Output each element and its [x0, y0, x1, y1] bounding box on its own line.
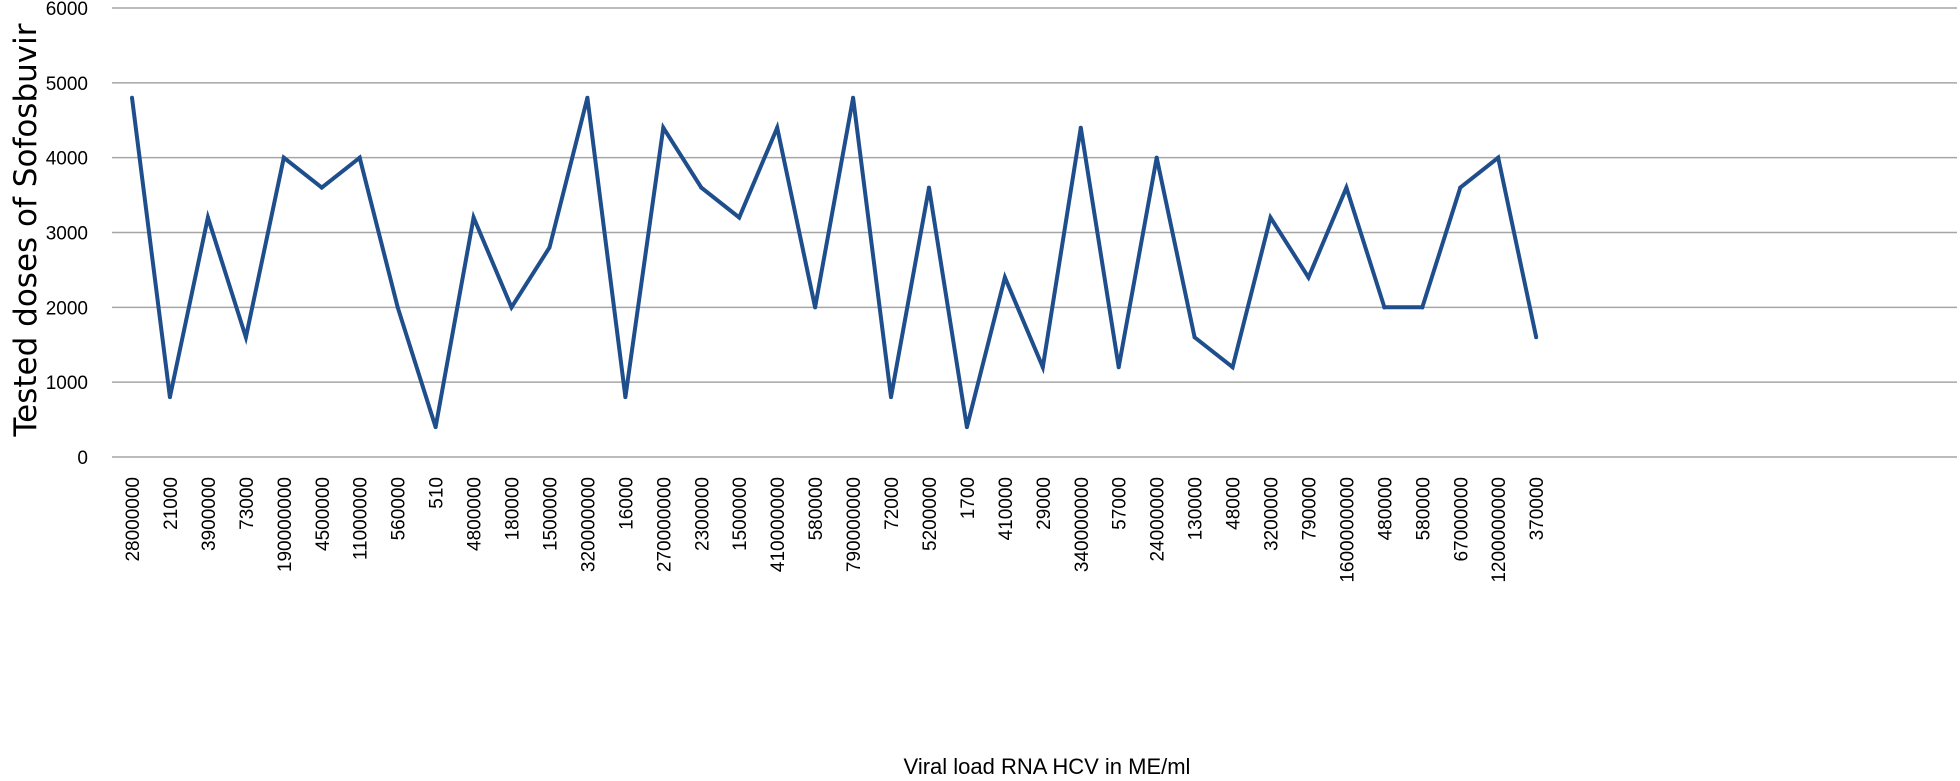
x-tick-label: 2300000 [692, 477, 713, 551]
data-point [1306, 275, 1311, 280]
x-tick-label: 16000 [616, 477, 637, 530]
data-point [357, 155, 362, 160]
x-tick-label: 3900000 [199, 477, 220, 551]
data-point [1230, 365, 1235, 370]
x-tick-label: 580000 [806, 477, 827, 540]
series-line [130, 97, 1539, 428]
x-tick-label: 1600000000 [1337, 477, 1358, 583]
x-tick-label: 320000000 [578, 477, 599, 572]
y-tick-label: 2000 [46, 298, 88, 319]
x-tick-label: 270000000 [654, 477, 675, 572]
data-point [889, 395, 893, 400]
y-tick-label: 6000 [46, 0, 88, 20]
x-tick-label: 340000000 [1072, 477, 1093, 572]
x-tick-label: 370000 [1527, 477, 1548, 540]
x-tick-label: 790000 [1299, 477, 1320, 540]
x-tick-label: 410000000 [768, 477, 789, 572]
data-point [851, 95, 856, 100]
data-point [926, 185, 931, 190]
x-tick-label: 73000 [237, 477, 258, 530]
data-point [1268, 215, 1273, 220]
data-point [964, 425, 969, 430]
data-point [1534, 335, 1539, 340]
data-point [471, 215, 476, 220]
data-point [1344, 185, 1349, 190]
x-tick-label: 67000000 [1451, 477, 1472, 562]
x-tick-label: 72000 [882, 477, 903, 530]
x-tick-label: 5200000 [920, 477, 941, 551]
x-tick-label: 11000000 [351, 477, 372, 560]
data-point [509, 305, 514, 310]
x-tick-label: 28000000 [123, 477, 144, 562]
x-tick-label: 410000 [996, 477, 1017, 540]
y-tick-label: 1000 [46, 373, 88, 394]
x-axis-ticks: 28000000 21000 3900000 73000 190000000 450000… [123, 477, 1548, 583]
x-axis-label: Viral load RNA HCV in ME/ml [904, 754, 1191, 779]
x-tick-label: 4500000 [313, 477, 334, 551]
x-tick-label: 560000 [389, 477, 410, 540]
x-tick-label: 1500000 [540, 477, 561, 551]
x-tick-label: 48000 [1224, 477, 1245, 530]
data-point [433, 425, 438, 430]
data-point [1002, 275, 1007, 280]
x-tick-label: 190000000 [275, 477, 296, 572]
x-tick-label: 180000 [503, 477, 524, 540]
x-tick-label: 1200000000 [1489, 477, 1510, 583]
data-point [661, 125, 666, 130]
data-point [775, 125, 780, 130]
data-point [547, 245, 552, 250]
y-tick-label: 0 [77, 448, 88, 469]
x-tick-label: 510 [427, 477, 448, 509]
x-tick-label: 130000 [1186, 477, 1207, 540]
x-tick-label: 21000 [161, 477, 182, 530]
x-tick-label: 790000000 [844, 477, 865, 572]
data-point [1040, 365, 1045, 370]
data-point [167, 395, 172, 400]
gridlines [112, 7, 1957, 458]
x-tick-label: 1700 [958, 477, 979, 519]
x-tick-label: 1500000 [730, 477, 751, 551]
data-point [623, 395, 628, 400]
data-point [699, 185, 704, 190]
y-axis-label: Tested doses of Sofosbuvir [8, 23, 44, 437]
y-tick-label: 4000 [46, 149, 88, 170]
data-point [1382, 305, 1387, 310]
x-tick-label: 580000 [1413, 477, 1434, 540]
data-point [395, 305, 400, 310]
data-point [1458, 185, 1463, 190]
x-tick-label: 3200000 [1262, 477, 1283, 551]
data-point [130, 95, 134, 100]
data-point [585, 95, 590, 100]
data-point [1078, 125, 1083, 130]
x-tick-label: 24000000 [1148, 477, 1169, 562]
x-tick-label: 57000 [1110, 477, 1131, 530]
data-point [737, 215, 742, 220]
y-axis-ticks: 0 1000 2000 3000 4000 5000 6000 [46, 0, 88, 469]
data-point [1116, 365, 1121, 370]
y-tick-label: 5000 [46, 74, 88, 95]
x-tick-label: 4800000 [465, 477, 486, 551]
data-point [1496, 155, 1501, 160]
data-point [205, 215, 210, 220]
data-point [281, 155, 286, 160]
data-point [813, 305, 818, 310]
data-point [1154, 155, 1159, 160]
data-point [1192, 335, 1197, 340]
y-tick-label: 3000 [46, 224, 88, 245]
data-point [319, 185, 324, 190]
data-point [243, 335, 248, 340]
x-tick-label: 29000 [1034, 477, 1055, 530]
series-layer [130, 95, 1539, 430]
data-point [1420, 305, 1425, 310]
x-tick-label: 480000 [1375, 477, 1396, 540]
